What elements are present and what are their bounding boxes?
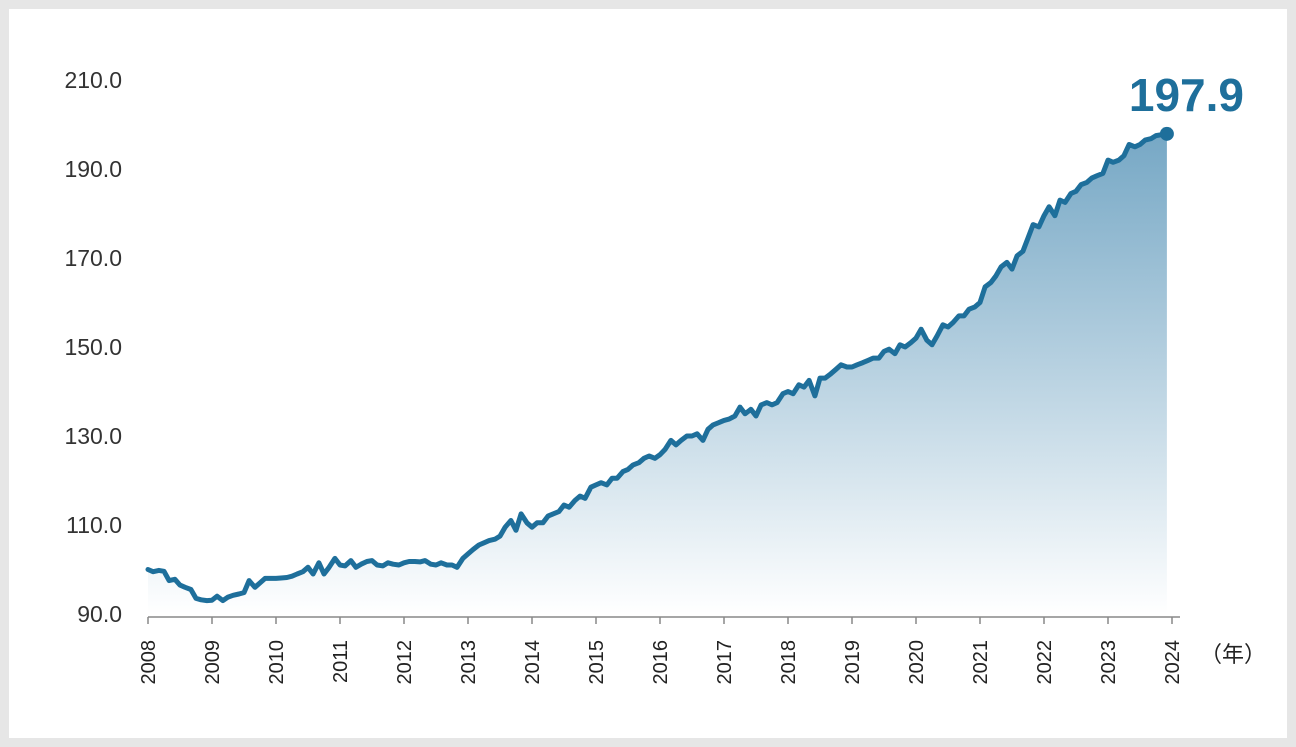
series-area-fill: [148, 133, 1167, 615]
x-tick-label: 2019: [842, 640, 864, 685]
y-tick-label: 190.0: [64, 156, 122, 182]
x-tick-label: 2011: [330, 640, 352, 683]
x-axis-unit-label: （年）: [1200, 642, 1266, 667]
x-tick-label: 2009: [202, 640, 224, 685]
x-tick-label: 2008: [138, 640, 160, 685]
axis-layer: [147, 616, 1180, 624]
label-layer: 197.9: [1129, 69, 1244, 121]
x-tick-label: 2020: [906, 640, 928, 685]
y-tick-label: 170.0: [64, 245, 122, 271]
x-tick-label: 2021: [970, 640, 992, 685]
x-tick-label: 2022: [1034, 640, 1056, 685]
y-tick-label: 110.0: [66, 512, 122, 538]
series-line: [145, 131, 1170, 604]
area-layer: [148, 133, 1167, 615]
x-tick-label: 2023: [1098, 640, 1120, 685]
y-tick-label: 210.0: [64, 67, 122, 93]
x-tick-label: 2012: [394, 640, 416, 685]
last-value-label: 197.9: [1129, 69, 1244, 121]
last-point-marker: [1159, 126, 1174, 141]
line-layer: [145, 126, 1174, 604]
x-tick-label: 2010: [266, 640, 288, 685]
y-tick-label: 150.0: [64, 334, 122, 360]
x-axis-ticks: 2008 2009 2010 2011 2012 2013 2014 2015 2016 2017…: [138, 640, 1266, 685]
y-tick-label: 90.0: [77, 601, 122, 627]
x-tick-label: 2017: [714, 640, 736, 685]
x-tick-label: 2014: [522, 640, 544, 685]
x-tick-label: 2015: [586, 640, 608, 685]
x-tick-label: 2013: [458, 640, 480, 685]
y-tick-label: 130.0: [64, 423, 122, 449]
x-tick-label: 2016: [650, 640, 672, 685]
x-tick-label: 2024: [1162, 640, 1184, 685]
x-tick-label: 2018: [778, 640, 800, 685]
y-axis-ticks: 90.0 110.0 130.0 150.0 170.0 190.0 210.0: [64, 67, 122, 627]
